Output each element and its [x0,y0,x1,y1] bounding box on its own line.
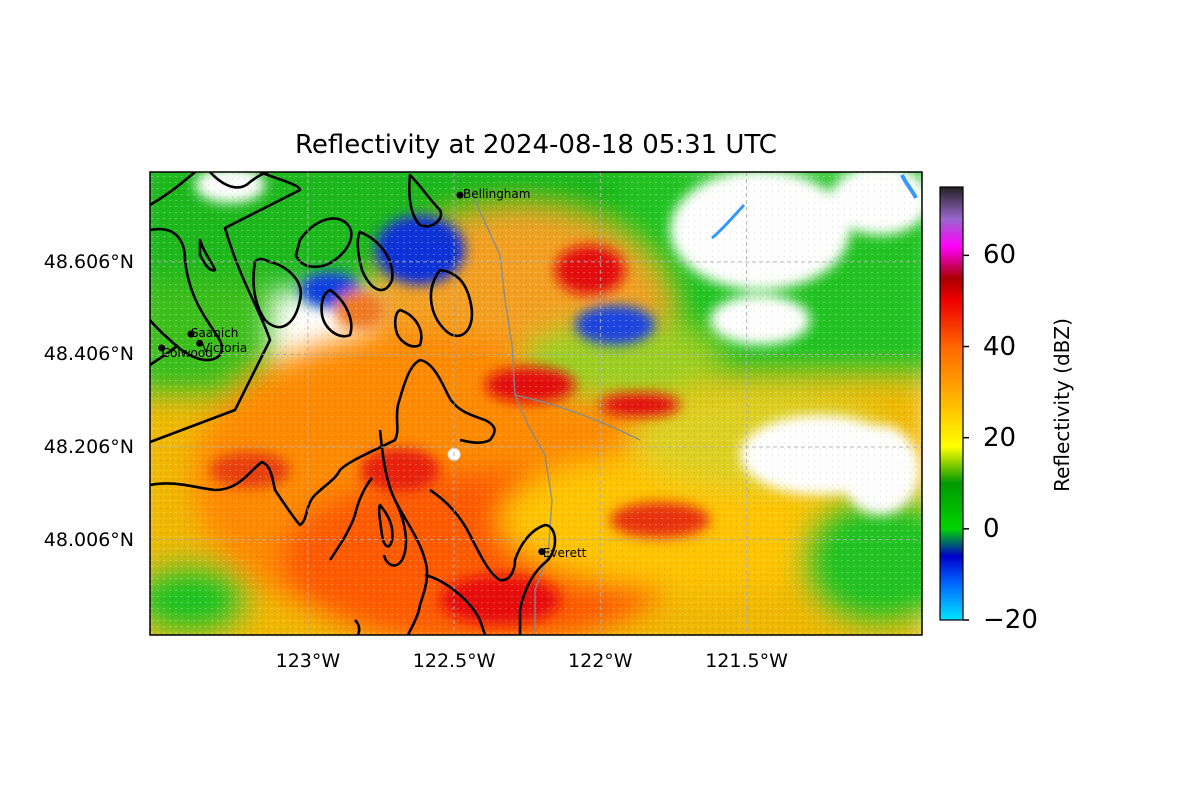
map-frame [149,171,923,636]
city-label-saanich: Saanich [190,326,239,341]
city-marker [196,339,204,347]
roads [469,189,641,635]
colorbar [939,186,969,621]
colorbar-tick-label: 0 [983,513,1000,544]
colorbar-tick-label: 40 [983,331,1017,362]
city-label-everett: Everett [542,545,587,560]
coastlines [150,172,557,635]
colorbar-tick-label: −20 [983,605,1038,635]
colorbar-ticks [963,254,969,621]
map-title: Reflectivity at 2024-08-18 05:31 UTC [295,130,777,160]
latitude-label: 48.606°N [43,250,134,273]
city-label-victoria: Victoria [201,341,248,356]
city-marker [456,191,464,199]
longitude-label: 123°W [275,650,341,672]
city-marker [187,330,195,338]
longitude-label: 121.5°W [705,650,788,672]
colorbar-label: Reflectivity (dBZ) [1050,318,1074,492]
gridlines [150,172,922,635]
colorbar-tick-label: 60 [983,240,1017,271]
longitude-label: 122.5°W [412,650,496,672]
latitude-label: 48.406°N [43,343,134,366]
latitude-label: 48.006°N [43,528,134,551]
city-marker [538,548,546,556]
colorbar-tick-label: 20 [983,422,1017,453]
city-markers [158,191,546,556]
city-label-colwood: Colwood [161,345,213,360]
city-marker [158,344,166,352]
longitude-label: 122°W [568,650,633,672]
map-area [150,172,922,635]
city-label-bellingham: Bellingham [462,187,531,202]
latitude-label: 48.206°N [43,436,134,459]
reflectivity-field [150,172,922,635]
